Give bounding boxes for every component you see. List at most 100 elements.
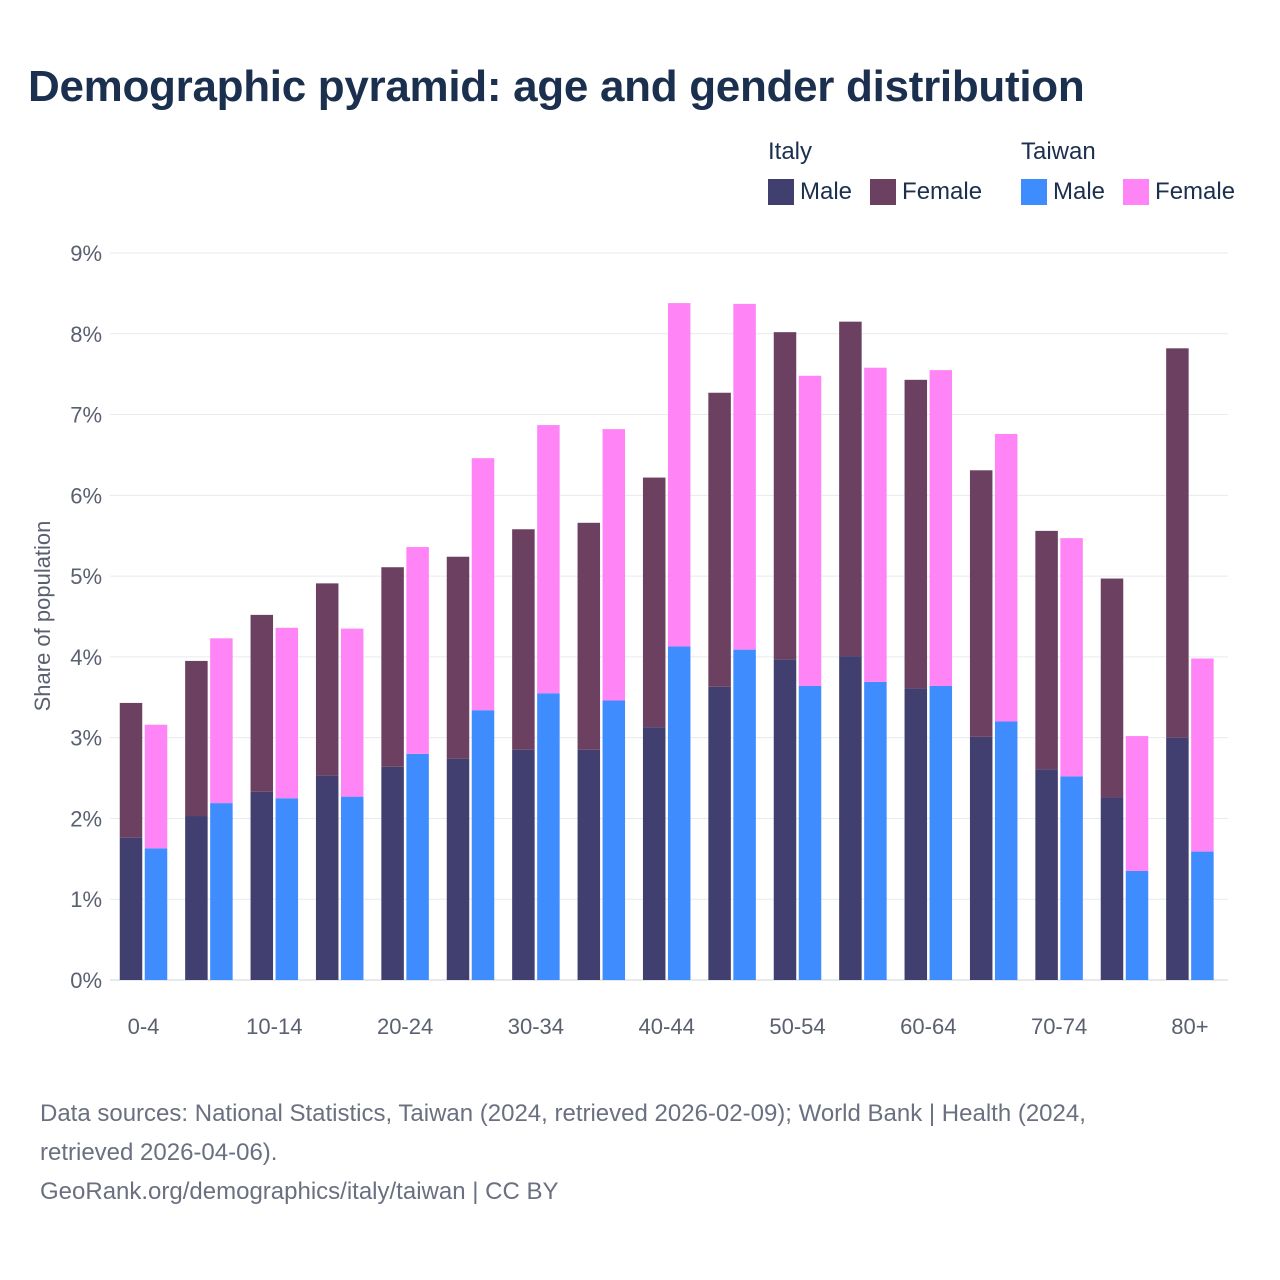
x-tick-label: 10-14: [246, 1014, 302, 1039]
x-tick-label: 50-54: [769, 1014, 825, 1039]
bar-italy-female: [642, 477, 666, 728]
x-tick-label: 80+: [1171, 1014, 1208, 1039]
bar-taiwan-male: [471, 710, 495, 980]
bar-italy-female: [773, 332, 797, 660]
y-tick-label: 0%: [70, 968, 102, 993]
chart-plot-area: 0% 1% 2% 3% 4% 5% 6% 7% 8% 9% 0-4 10-14 20-24 30-34 40…: [30, 241, 1228, 1039]
bar-taiwan-female: [994, 433, 1018, 722]
bar-taiwan-female: [340, 628, 364, 797]
bar-taiwan-male: [994, 721, 1018, 980]
x-tick-label: 40-44: [639, 1014, 695, 1039]
bar-italy-male: [446, 758, 470, 980]
bar-taiwan-female: [798, 375, 822, 686]
bar-italy-male: [577, 749, 601, 980]
bar-taiwan-male: [667, 646, 691, 980]
bar-taiwan-female: [864, 367, 887, 682]
footer: Data sources: National Statistics, Taiwa…: [40, 1094, 1240, 1211]
bar-italy-female: [969, 470, 993, 737]
bar-italy-female: [250, 614, 274, 792]
bar-taiwan-male: [537, 693, 560, 980]
legend-group-italy: Italy Male Female: [768, 138, 1000, 206]
legend-label-italy-male: Male: [800, 178, 853, 205]
legend-item-taiwan-female[interactable]: Female: [1123, 178, 1235, 206]
bar-italy-male: [381, 766, 404, 980]
bar-taiwan-female: [733, 303, 756, 650]
bar-taiwan-male: [406, 753, 429, 980]
bar-taiwan-male: [1191, 851, 1214, 980]
y-tick-label: 8%: [70, 322, 102, 347]
chart-title: Demographic pyramid: age and gender dist…: [28, 62, 1085, 111]
y-tick-label: 6%: [70, 483, 102, 508]
bar-italy-male: [1100, 797, 1124, 980]
bar-taiwan-female: [406, 547, 429, 754]
bar-italy-male: [642, 727, 666, 980]
bar-taiwan-female: [275, 627, 299, 799]
axis-layer: 0% 1% 2% 3% 4% 5% 6% 7% 8% 9% 0-4 10-14 20-24 30-34 40…: [70, 241, 1208, 1039]
bar-taiwan-male: [1125, 870, 1149, 980]
bar-italy-female: [577, 522, 601, 750]
bar-taiwan-female: [1191, 658, 1214, 852]
bar-italy-male: [185, 816, 208, 980]
legend-label-taiwan-male: Male: [1053, 178, 1106, 205]
bar-italy-male: [1035, 769, 1058, 980]
legend-swatch-italy-male: [768, 179, 794, 205]
legend-group-taiwan: Taiwan Male Female: [1021, 138, 1235, 206]
bar-taiwan-male: [1060, 776, 1083, 980]
bar-taiwan-female: [929, 370, 953, 686]
bar-italy-male: [904, 688, 928, 980]
x-tick-label: 60-64: [900, 1014, 956, 1039]
bar-taiwan-female: [1060, 538, 1083, 777]
bar-italy-male: [969, 736, 993, 980]
y-tick-label: 9%: [70, 241, 102, 266]
bar-taiwan-female: [537, 425, 560, 694]
bar-italy-female: [708, 392, 731, 687]
bar-italy-female: [839, 321, 862, 657]
legend-swatch-taiwan-male: [1021, 179, 1047, 205]
x-tick-label: 20-24: [377, 1014, 433, 1039]
bar-taiwan-female: [144, 724, 168, 849]
bar-italy-female: [512, 529, 535, 750]
bar-italy-male: [773, 659, 797, 980]
y-tick-label: 7%: [70, 403, 102, 428]
y-tick-label: 2%: [70, 806, 102, 831]
y-tick-label: 5%: [70, 564, 102, 589]
legend-item-taiwan-male[interactable]: Male: [1021, 178, 1105, 206]
legend-swatch-italy-female: [870, 179, 897, 205]
bar-italy-male: [315, 775, 339, 980]
bar-italy-female: [1100, 578, 1124, 798]
bar-taiwan-female: [1125, 736, 1149, 871]
bar-italy-male: [708, 686, 731, 980]
bar-taiwan-female: [210, 638, 233, 804]
footer-sources-line-1: Data sources: National Statistics, Taiwa…: [40, 1100, 1086, 1127]
bar-taiwan-male: [144, 848, 168, 980]
y-tick-label: 1%: [70, 887, 102, 912]
bar-italy-female: [119, 702, 143, 838]
legend-item-italy-male[interactable]: Male: [768, 178, 852, 206]
bar-italy-male: [839, 656, 862, 980]
bar-italy-female: [381, 567, 404, 767]
bar-taiwan-male: [733, 649, 756, 980]
legend-item-italy-female[interactable]: Female: [870, 178, 982, 206]
footer-sources-line-2: retrieved 2026-04-06).: [40, 1139, 278, 1166]
bar-italy-female: [1166, 348, 1189, 738]
legend-group-title-italy: Italy: [768, 138, 813, 165]
bar-italy-male: [119, 837, 143, 980]
bar-italy-female: [185, 660, 208, 817]
legend-label-italy-female: Female: [902, 178, 983, 205]
bars-layer: [119, 303, 1214, 980]
legend-swatch-taiwan-female: [1123, 179, 1150, 205]
bar-italy-female: [315, 583, 339, 776]
bar-italy-male: [250, 791, 274, 980]
legend-label-taiwan-female: Female: [1155, 178, 1236, 205]
bar-taiwan-male: [210, 803, 233, 980]
bar-taiwan-male: [798, 685, 822, 980]
bar-taiwan-female: [471, 458, 495, 711]
bar-taiwan-female: [602, 429, 626, 701]
y-axis-label: Share of population: [30, 521, 55, 712]
bar-taiwan-female: [667, 303, 691, 647]
x-tick-label: 70-74: [1031, 1014, 1087, 1039]
footer-attribution[interactable]: GeoRank.org/demographics/italy/taiwan | …: [40, 1178, 559, 1205]
bar-taiwan-male: [340, 796, 364, 980]
bar-taiwan-male: [864, 681, 887, 980]
bar-taiwan-male: [929, 685, 953, 980]
